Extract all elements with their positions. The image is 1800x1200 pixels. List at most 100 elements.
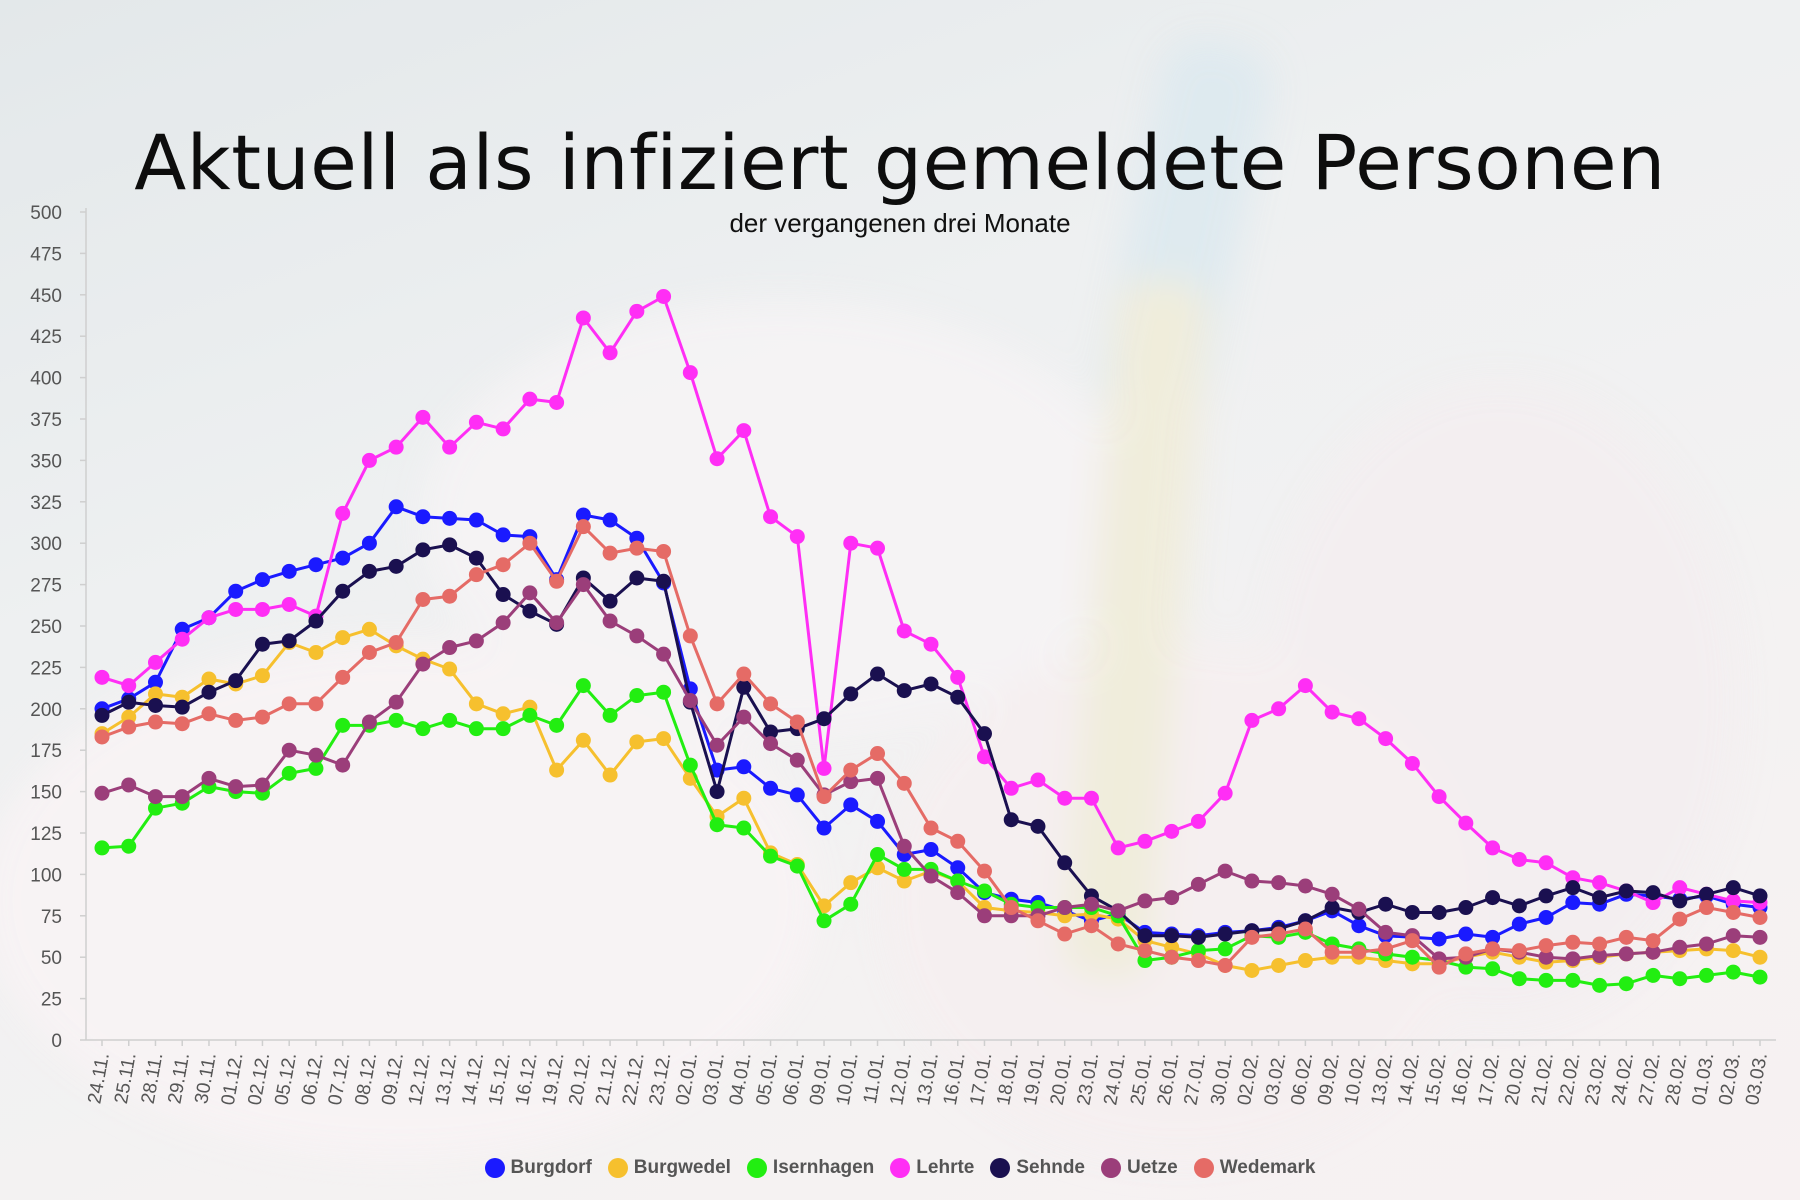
data-point-lehrte xyxy=(629,303,645,319)
data-point-wedemark xyxy=(763,696,779,712)
data-point-sehnde xyxy=(1164,928,1180,944)
data-point-burgwedel xyxy=(201,671,217,687)
data-point-uetze xyxy=(442,640,458,656)
data-point-uetze xyxy=(121,777,137,793)
chart-subtitle: der vergangenen drei Monate xyxy=(729,208,1071,238)
x-tick-label: 02.12. xyxy=(245,1051,275,1107)
data-point-uetze xyxy=(1137,893,1153,909)
data-point-lehrte xyxy=(522,391,538,407)
legend-item-uetze[interactable]: Uetze xyxy=(1101,1157,1178,1179)
data-point-isernhagen xyxy=(147,800,163,816)
legend-label: Uetze xyxy=(1127,1157,1178,1178)
data-point-uetze xyxy=(1057,900,1073,916)
data-point-uetze xyxy=(388,694,404,710)
x-tick-label: 15.12. xyxy=(485,1051,515,1107)
data-point-burgdorf xyxy=(1511,916,1527,932)
data-point-burgdorf xyxy=(923,842,939,858)
data-point-burgwedel xyxy=(1244,962,1260,978)
data-point-uetze xyxy=(789,752,805,768)
data-point-sehnde xyxy=(1378,896,1394,912)
data-point-sehnde xyxy=(1404,904,1420,920)
data-point-sehnde xyxy=(602,593,618,609)
y-tick-label: 500 xyxy=(30,203,62,224)
data-point-wedemark xyxy=(1699,900,1715,916)
y-tick-label: 0 xyxy=(51,1031,62,1052)
data-point-uetze xyxy=(549,615,565,631)
data-point-lehrte xyxy=(923,636,939,652)
data-point-isernhagen xyxy=(415,721,431,737)
data-point-burgdorf xyxy=(763,780,779,796)
legend-swatch xyxy=(1193,1158,1214,1178)
data-point-lehrte xyxy=(1725,893,1741,909)
data-point-sehnde xyxy=(335,583,351,599)
data-point-wedemark xyxy=(1217,957,1233,973)
legend-item-burgdorf[interactable]: Burgdorf xyxy=(484,1157,592,1179)
data-point-isernhagen xyxy=(1699,967,1715,983)
data-point-burgdorf xyxy=(361,535,377,551)
data-point-isernhagen xyxy=(1565,972,1581,988)
legend-item-lehrte[interactable]: Lehrte xyxy=(890,1157,974,1179)
data-point-sehnde xyxy=(923,676,939,692)
data-point-wedemark xyxy=(923,820,939,836)
data-point-lehrte xyxy=(1672,880,1688,896)
x-tick-label: 25.11. xyxy=(111,1051,141,1105)
x-tick-label: 09.12. xyxy=(378,1051,408,1107)
legend-item-sehnde[interactable]: Sehnde xyxy=(990,1157,1085,1179)
x-tick-label: 10.01. xyxy=(833,1051,863,1107)
x-tick-label: 16.02. xyxy=(1448,1051,1478,1107)
data-point-isernhagen xyxy=(1217,941,1233,957)
data-point-sehnde xyxy=(361,563,377,579)
legend-item-burgwedel[interactable]: Burgwedel xyxy=(607,1157,731,1179)
data-point-sehnde xyxy=(896,683,912,699)
data-point-isernhagen xyxy=(656,684,672,700)
data-point-isernhagen xyxy=(522,707,538,723)
data-point-uetze xyxy=(656,646,672,662)
data-point-sehnde xyxy=(950,689,966,705)
x-tick-label: 12.12. xyxy=(405,1051,435,1107)
data-point-wedemark xyxy=(629,540,645,556)
data-point-burgdorf xyxy=(1431,931,1447,947)
data-point-wedemark xyxy=(896,775,912,791)
data-point-sehnde xyxy=(1458,900,1474,916)
data-point-burgwedel xyxy=(495,706,511,722)
data-point-burgdorf xyxy=(1485,929,1501,945)
data-point-uetze xyxy=(1565,951,1581,967)
x-tick-label: 13.02. xyxy=(1368,1051,1398,1107)
x-tick-label: 17.01. xyxy=(967,1051,997,1107)
data-point-wedemark xyxy=(1672,911,1688,927)
data-point-sehnde xyxy=(1672,893,1688,909)
data-point-isernhagen xyxy=(549,717,565,733)
x-tick-label: 24.02. xyxy=(1608,1051,1638,1107)
legend-label: Burgdorf xyxy=(510,1157,592,1178)
data-point-uetze xyxy=(281,742,297,758)
data-point-sehnde xyxy=(736,679,752,695)
data-point-burgdorf xyxy=(147,674,163,690)
data-point-sehnde xyxy=(656,573,672,589)
x-tick-label: 23.12. xyxy=(646,1051,676,1107)
data-point-burgdorf xyxy=(843,797,859,813)
data-point-burgwedel xyxy=(575,732,591,748)
data-point-wedemark xyxy=(254,709,270,725)
data-point-isernhagen xyxy=(1618,976,1634,992)
data-point-wedemark xyxy=(174,716,190,732)
data-point-burgwedel xyxy=(468,696,484,712)
data-point-isernhagen xyxy=(682,757,698,773)
data-point-sehnde xyxy=(1217,926,1233,942)
legend-item-wedemark[interactable]: Wedemark xyxy=(1193,1157,1315,1179)
data-point-burgdorf xyxy=(495,527,511,543)
x-tick-label: 22.02. xyxy=(1555,1051,1585,1107)
x-tick-label: 15.02. xyxy=(1421,1051,1451,1107)
data-point-uetze xyxy=(1378,924,1394,940)
data-point-burgdorf xyxy=(308,557,324,573)
data-point-wedemark xyxy=(388,635,404,651)
data-point-wedemark xyxy=(1083,918,1099,934)
data-point-isernhagen xyxy=(388,712,404,728)
data-point-lehrte xyxy=(870,540,886,556)
y-tick-label: 25 xyxy=(41,990,62,1011)
data-point-lehrte xyxy=(1083,790,1099,806)
data-point-sehnde xyxy=(1431,904,1447,920)
legend-item-isernhagen[interactable]: Isernhagen xyxy=(746,1157,874,1179)
data-point-lehrte xyxy=(736,423,752,439)
x-tick-label: 27.01. xyxy=(1180,1051,1210,1107)
